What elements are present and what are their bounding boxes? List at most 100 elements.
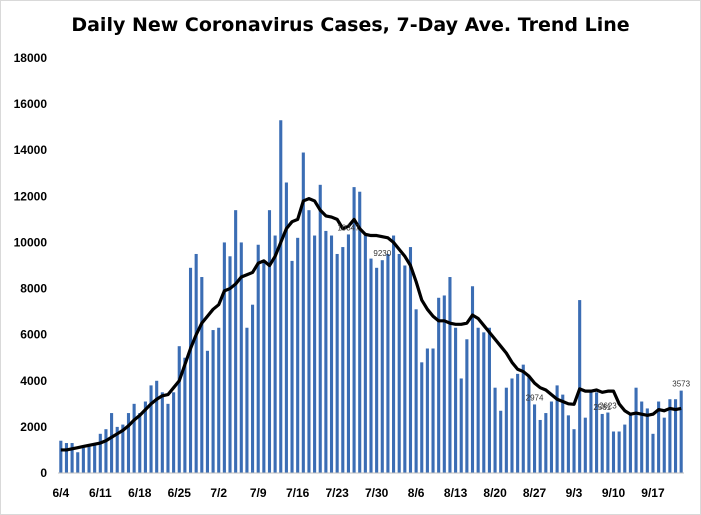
x-tick-label: 8/20 — [483, 486, 507, 500]
x-tick-label: 7/23 — [325, 486, 349, 500]
bar — [205, 350, 209, 473]
bar — [313, 235, 317, 473]
x-tick-label: 6/11 — [89, 486, 112, 500]
bar — [589, 392, 593, 473]
bar — [251, 304, 255, 473]
bar — [273, 235, 277, 473]
y-tick-label: 8000 — [20, 282, 47, 296]
data-label: 3573 — [672, 380, 690, 389]
bar — [555, 385, 559, 473]
y-tick-label: 0 — [40, 466, 47, 480]
x-tick-label: 9/10 — [602, 486, 626, 500]
bar — [138, 413, 142, 473]
bar — [623, 424, 627, 473]
y-axis: 0 2000 4000 6000 8000 10000 12000 14000 16000 180… — [14, 51, 48, 480]
bar — [504, 387, 508, 473]
bar — [651, 433, 655, 473]
bar — [499, 410, 503, 473]
bar — [76, 452, 80, 473]
bar — [369, 258, 373, 473]
bar — [228, 256, 232, 473]
bar — [104, 429, 108, 473]
bar — [459, 378, 463, 473]
data-label: 2623 — [599, 402, 617, 411]
bar — [578, 300, 582, 473]
bar — [679, 390, 683, 473]
bar — [324, 230, 328, 473]
bar — [160, 392, 164, 473]
bar — [301, 152, 305, 473]
bar — [352, 187, 356, 474]
y-tick-label: 12000 — [14, 189, 48, 203]
bar — [437, 297, 441, 473]
bar — [267, 210, 272, 474]
bar — [640, 401, 644, 473]
bar — [110, 413, 114, 473]
bar — [634, 387, 638, 473]
x-tick-label: 8/13 — [444, 486, 468, 500]
bar — [200, 277, 204, 473]
bar — [70, 443, 74, 473]
x-tick-label: 7/2 — [210, 486, 227, 500]
bar — [544, 413, 548, 473]
bar — [363, 233, 367, 473]
bar — [454, 327, 458, 473]
bar — [121, 424, 125, 473]
bar — [516, 373, 520, 473]
x-tick-label: 7/16 — [286, 486, 310, 500]
bar — [408, 247, 413, 473]
bar — [645, 408, 649, 473]
bar — [561, 394, 565, 473]
bar — [549, 401, 554, 473]
x-axis: 6/4 6/11 6/18 6/25 7/2 7/9 7/16 7/23 7/30 8/6 8/13… — [52, 472, 684, 500]
bar — [211, 330, 215, 473]
y-tick-label: 18000 — [14, 51, 48, 65]
bar — [533, 404, 537, 473]
bar — [431, 348, 435, 473]
bar — [307, 210, 311, 474]
bar — [217, 327, 221, 473]
bar — [606, 412, 610, 473]
x-tick-label: 9/3 — [566, 486, 583, 500]
bar — [172, 392, 176, 473]
bar — [329, 235, 334, 473]
bar — [420, 362, 424, 473]
bar — [572, 429, 576, 473]
bar — [87, 445, 91, 473]
bar — [448, 277, 452, 473]
y-tick-label: 16000 — [14, 97, 48, 111]
data-label: 2561 — [593, 403, 611, 412]
x-tick-label: 8/6 — [408, 486, 425, 500]
bar — [335, 253, 339, 473]
bar — [403, 265, 407, 473]
bar — [234, 210, 238, 474]
bar — [290, 260, 294, 473]
bar — [657, 401, 661, 473]
y-tick-label: 2000 — [20, 420, 47, 434]
bar — [132, 403, 136, 473]
bar — [673, 399, 678, 473]
bar — [521, 364, 525, 473]
bar — [284, 182, 288, 473]
bar — [538, 419, 542, 473]
bar — [81, 447, 85, 473]
bar — [487, 327, 491, 473]
y-tick-label: 4000 — [20, 374, 47, 388]
bar — [318, 184, 322, 473]
bar — [482, 332, 486, 473]
bar — [442, 295, 446, 473]
x-tick-label: 6/18 — [128, 486, 152, 500]
bar — [476, 327, 480, 473]
x-tick-label: 7/9 — [250, 486, 267, 500]
trend-line — [60, 197, 682, 452]
bar — [59, 440, 63, 473]
x-tick-label: 9/17 — [641, 486, 665, 500]
chart-title: Daily New Coronavirus Cases, 7-Day Ave. … — [71, 14, 630, 36]
bar — [358, 191, 362, 473]
bar — [194, 253, 198, 473]
bar — [239, 242, 243, 473]
bar — [668, 399, 672, 473]
bar — [222, 242, 226, 473]
bar — [256, 244, 260, 473]
x-tick-label: 7/30 — [365, 486, 389, 500]
